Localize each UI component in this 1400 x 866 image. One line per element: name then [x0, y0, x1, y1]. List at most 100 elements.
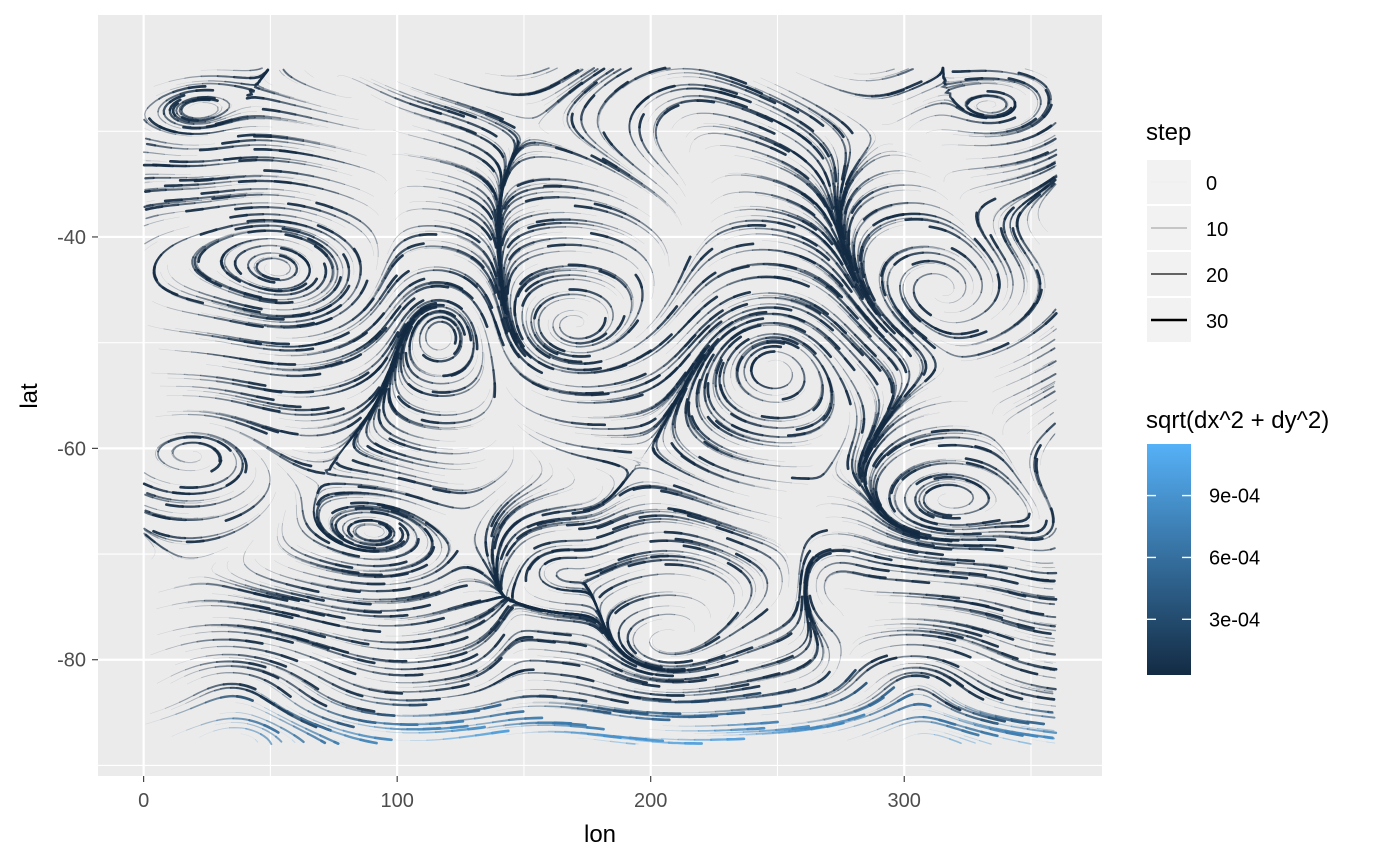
streamline-segment [294, 578, 313, 585]
streamline-segment [377, 647, 396, 651]
streamline-segment [219, 686, 238, 690]
streamline-segment [166, 549, 183, 558]
streamline-segment [260, 307, 278, 311]
streamline-segment [358, 365, 374, 376]
streamline-segment [358, 600, 376, 603]
streamline-segment [449, 724, 469, 730]
streamline-segment [214, 184, 232, 188]
streamline-segment [353, 406, 367, 417]
streamline-segment [321, 596, 339, 602]
streamline-segment [228, 279, 245, 288]
streamline-segment [323, 385, 341, 391]
streamline-segment [246, 513, 259, 523]
streamline-segment [212, 477, 229, 486]
streamline-segment [251, 714, 268, 722]
streamline-segment [346, 621, 364, 625]
streamline-segment [258, 352, 276, 356]
streamline-segment [341, 702, 360, 710]
streamline-segment [399, 357, 403, 373]
streamline-segment [305, 727, 322, 737]
streamline-segment [315, 602, 333, 608]
streamline-segment [234, 469, 244, 482]
streamline-segment [178, 101, 187, 116]
streamline-segment [469, 619, 486, 630]
streamline-segment [191, 330, 209, 334]
streamline-segment [368, 664, 386, 669]
streamline-segment [275, 245, 293, 250]
streamline-segment [182, 125, 202, 130]
streamline-segment [334, 468, 352, 474]
streamline-segment [263, 723, 280, 734]
streamline-segment [196, 260, 204, 274]
streamline-segment [277, 92, 295, 99]
streamline-segment [246, 403, 265, 410]
streamline-segment [262, 670, 280, 680]
streamline-segment [247, 317, 265, 322]
streamline-segment [175, 101, 184, 115]
streamline-segment [358, 733, 377, 739]
streamline-segment [306, 261, 311, 277]
streamline-segment [228, 361, 246, 365]
streamline-segment [387, 279, 399, 294]
streamline-segment [259, 504, 270, 516]
streamline-segment [329, 354, 346, 361]
streamline-segment [210, 459, 223, 473]
streamline-segment [171, 601, 189, 606]
streamline-segment [370, 687, 388, 692]
streamline-segment [207, 106, 219, 118]
streamline-segment [226, 466, 237, 479]
streamline-segment [613, 449, 633, 454]
streamline-segment [284, 233, 303, 240]
streamline-segment [416, 552, 431, 564]
streamline-segment [390, 335, 400, 351]
streamline-segment [331, 266, 335, 281]
streamline-segment [498, 199, 503, 216]
streamline-segment [167, 377, 185, 379]
streamline-segment [254, 558, 267, 569]
streamline-segment [345, 353, 363, 363]
streamline-segment [421, 570, 438, 580]
streamline-segment [253, 467, 257, 482]
streamline-segment [164, 701, 181, 709]
streamline-segment [171, 102, 180, 117]
streamline-segment [299, 616, 317, 622]
streamline-segment [331, 332, 347, 339]
streamline-segment [193, 256, 200, 272]
streamline-segment [292, 261, 299, 277]
streamline-segment [298, 301, 314, 307]
streamline-segment [279, 219, 298, 225]
streamline-segment [343, 587, 362, 592]
streamline-segment [263, 264, 272, 275]
streamline-segment [345, 642, 363, 647]
streamline-segment [317, 680, 332, 689]
streamline-segment [352, 601, 372, 606]
streamline-segment [157, 99, 168, 113]
streamline-segment [267, 224, 286, 228]
streamline-segment [275, 679, 290, 688]
streamline-segment [276, 624, 295, 630]
streamline-segment [380, 534, 395, 544]
streamline-segment [279, 417, 296, 421]
streamline-segment [233, 602, 252, 607]
streamline-segment [509, 294, 512, 310]
streamline-segment [279, 246, 298, 255]
streamline-segment [322, 262, 328, 279]
streamline-segment [259, 607, 277, 613]
streamline-segment [379, 680, 397, 683]
streamline-segment [359, 589, 378, 593]
streamline-segment [149, 138, 167, 144]
streamline-segment [199, 97, 219, 103]
streamline-segment [385, 545, 403, 553]
streamline-segment [204, 487, 223, 494]
streamline-segment [334, 258, 339, 272]
streamline-segment [220, 600, 239, 604]
streamline-segment [150, 531, 167, 540]
streamline-segment [210, 198, 228, 202]
streamline-segment [233, 523, 249, 533]
streamline-segment [224, 127, 242, 131]
streamline-segment [256, 395, 275, 402]
streamline-segment [286, 120, 304, 125]
streamline-segment [265, 650, 283, 657]
streamline-segment [188, 268, 201, 279]
streamline-segment [265, 315, 283, 318]
